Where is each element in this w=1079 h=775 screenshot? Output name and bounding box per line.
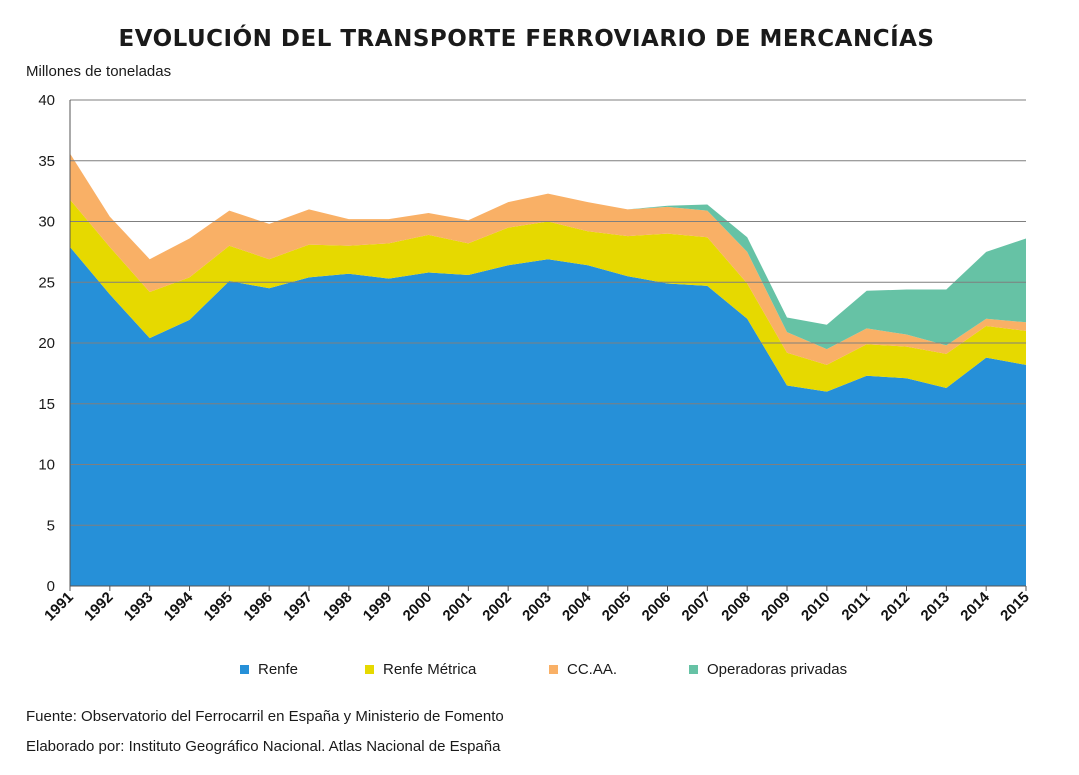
- x-tick-label: 2004: [559, 588, 595, 624]
- x-tick-label: 2000: [400, 589, 436, 625]
- x-tick-label: 2003: [519, 589, 555, 625]
- x-tick-label: 2012: [878, 589, 914, 625]
- area-cc-aa: [70, 153, 1026, 365]
- x-tick-label: 1997: [280, 589, 316, 625]
- x-tick-label: 2002: [479, 589, 515, 625]
- y-tick-label: 5: [47, 517, 55, 534]
- y-tick-label: 25: [38, 274, 55, 291]
- legend-item-renfe: Renfe: [240, 661, 298, 678]
- y-tick-label: 40: [38, 92, 55, 109]
- x-tick-label: 1995: [201, 589, 237, 625]
- x-tick-label: 2007: [679, 589, 715, 625]
- legend-swatch-renfe: [240, 665, 249, 674]
- legend-item-renfe-metrica: Renfe Métrica: [365, 661, 476, 678]
- credit-note: Elaborado por: Instituto Geográfico Naci…: [26, 738, 501, 755]
- source-note: Fuente: Observatorio del Ferrocarril en …: [26, 708, 504, 725]
- area-renfe: [70, 247, 1026, 586]
- x-tick-label: 1999: [360, 589, 396, 625]
- x-tick-label: 2005: [599, 589, 635, 625]
- x-tick-label: 2011: [838, 589, 873, 624]
- legend-label-ccaa: CC.AA.: [567, 661, 618, 678]
- x-tick-label: 2009: [758, 589, 794, 625]
- y-tick-label: 15: [38, 396, 55, 413]
- y-axis-label: Millones de toneladas: [26, 63, 172, 80]
- area-renfe-metrica: [70, 199, 1026, 392]
- legend-label-renfe: Renfe: [258, 661, 299, 678]
- chart-title: EVOLUCIÓN DEL TRANSPORTE FERROVIARIO DE …: [118, 26, 935, 52]
- area-operadoras-privadas: [70, 153, 1026, 350]
- x-tick-label: 2014: [957, 588, 993, 624]
- x-tick-label: 1993: [121, 589, 157, 625]
- x-tick-label: 1996: [240, 589, 276, 625]
- x-tick-label: 2010: [798, 589, 834, 625]
- x-tick-label: 1992: [81, 589, 117, 625]
- x-tick-label: 1994: [161, 588, 197, 624]
- y-tick-label: 35: [38, 153, 55, 170]
- legend-swatch-ccaa: [549, 665, 558, 674]
- y-tick-label: 0: [47, 578, 55, 595]
- y-tick-label: 20: [38, 335, 55, 352]
- legend-swatch-renfe-metrica: [365, 665, 374, 674]
- x-tick-label: 1998: [320, 589, 356, 625]
- x-tick-label: 2006: [639, 589, 675, 625]
- y-tick-label: 10: [38, 457, 55, 474]
- legend-item-ccaa: CC.AA.: [549, 661, 617, 678]
- x-tick-label: 2001: [440, 589, 476, 625]
- y-tick-label: 30: [38, 214, 55, 231]
- legend-label-operadoras-privadas: Operadoras privadas: [707, 661, 848, 678]
- x-tick-label: 2013: [918, 589, 954, 625]
- x-tick-label: 2008: [718, 589, 754, 625]
- legend: Renfe Renfe Métrica CC.AA. Operadoras pr…: [0, 661, 1079, 683]
- legend-swatch-operadoras-privadas: [689, 665, 698, 674]
- x-tick-label: 2015: [997, 589, 1033, 625]
- legend-item-operadoras-privadas: Operadoras privadas: [689, 661, 847, 678]
- legend-label-renfe-metrica: Renfe Métrica: [383, 661, 477, 678]
